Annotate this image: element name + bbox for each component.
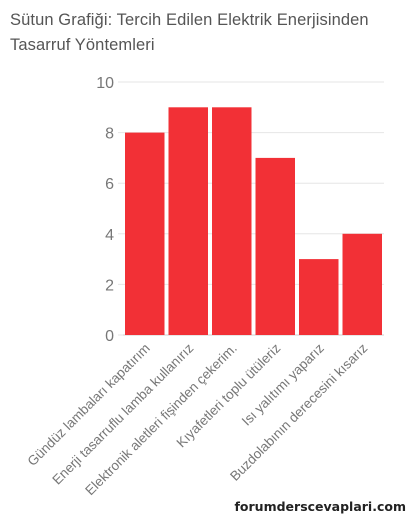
watermark: forumderscevaplari.com [234, 499, 406, 514]
y-tick-label: 10 [96, 75, 114, 92]
bar [255, 157, 295, 335]
y-tick-label: 0 [105, 328, 114, 345]
chart-title: Sütun Grafiği: Tercih Edilen Elektrik En… [10, 11, 369, 54]
bars [125, 107, 382, 335]
bar [125, 132, 165, 335]
x-tick-label: Isı yalıtımı yaparız [239, 340, 327, 428]
y-tick-label: 8 [105, 126, 114, 143]
y-tick-label: 6 [105, 176, 114, 193]
y-tick-label: 2 [105, 277, 114, 294]
bar [299, 259, 339, 335]
bar [342, 233, 382, 335]
bar [168, 107, 208, 335]
y-tick-labels: 0 2 4 6 8 10 [96, 75, 114, 345]
y-tick-label: 4 [105, 227, 114, 244]
bar [212, 107, 252, 335]
